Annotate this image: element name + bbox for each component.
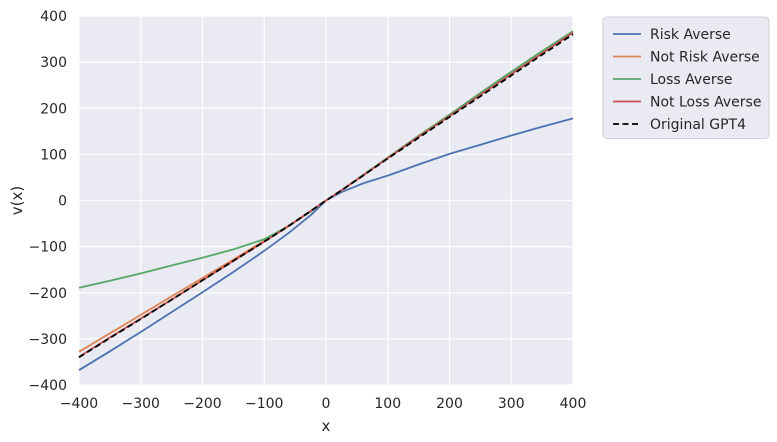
y-tick-label: −100 xyxy=(29,240,67,256)
x-tick-label: −100 xyxy=(245,396,283,412)
x-tick-label: −400 xyxy=(60,396,98,412)
x-tick-label: 400 xyxy=(560,396,587,412)
x-tick-label: 100 xyxy=(374,396,401,412)
y-tick-label: 400 xyxy=(40,9,67,25)
legend-label: Loss Averse xyxy=(650,72,732,88)
y-tick-label: −200 xyxy=(29,286,67,302)
x-tick-label: −300 xyxy=(122,396,160,412)
x-tick-label: 300 xyxy=(498,396,525,412)
legend-label: Original GPT4 xyxy=(650,117,746,133)
legend-label: Not Loss Averse xyxy=(650,95,761,111)
y-tick-label: −300 xyxy=(29,332,67,348)
legend-label: Not Risk Averse xyxy=(650,50,760,66)
series-line-5 xyxy=(78,33,574,359)
y-tick-label: 300 xyxy=(40,55,67,71)
x-tick-label: 0 xyxy=(322,396,331,412)
tick-labels: −400 −300 −200 −100 0 100 200 300 400 −400 −300 −20… xyxy=(29,9,587,412)
y-tick-label: 0 xyxy=(58,194,67,210)
y-tick-label: −400 xyxy=(29,378,67,394)
y-tick-label: 100 xyxy=(40,147,67,163)
series-lines xyxy=(78,30,574,371)
y-tick-label: 200 xyxy=(40,101,67,117)
legend-label: Risk Averse xyxy=(650,27,731,43)
y-axis-label: v(x) xyxy=(8,186,26,215)
legend-box xyxy=(602,16,770,139)
legend: Risk Averse Not Risk Averse Loss Averse Not… xyxy=(602,16,770,139)
x-axis-label: x xyxy=(322,417,331,435)
x-tick-label: 200 xyxy=(436,396,463,412)
x-tick-label: −200 xyxy=(183,396,221,412)
